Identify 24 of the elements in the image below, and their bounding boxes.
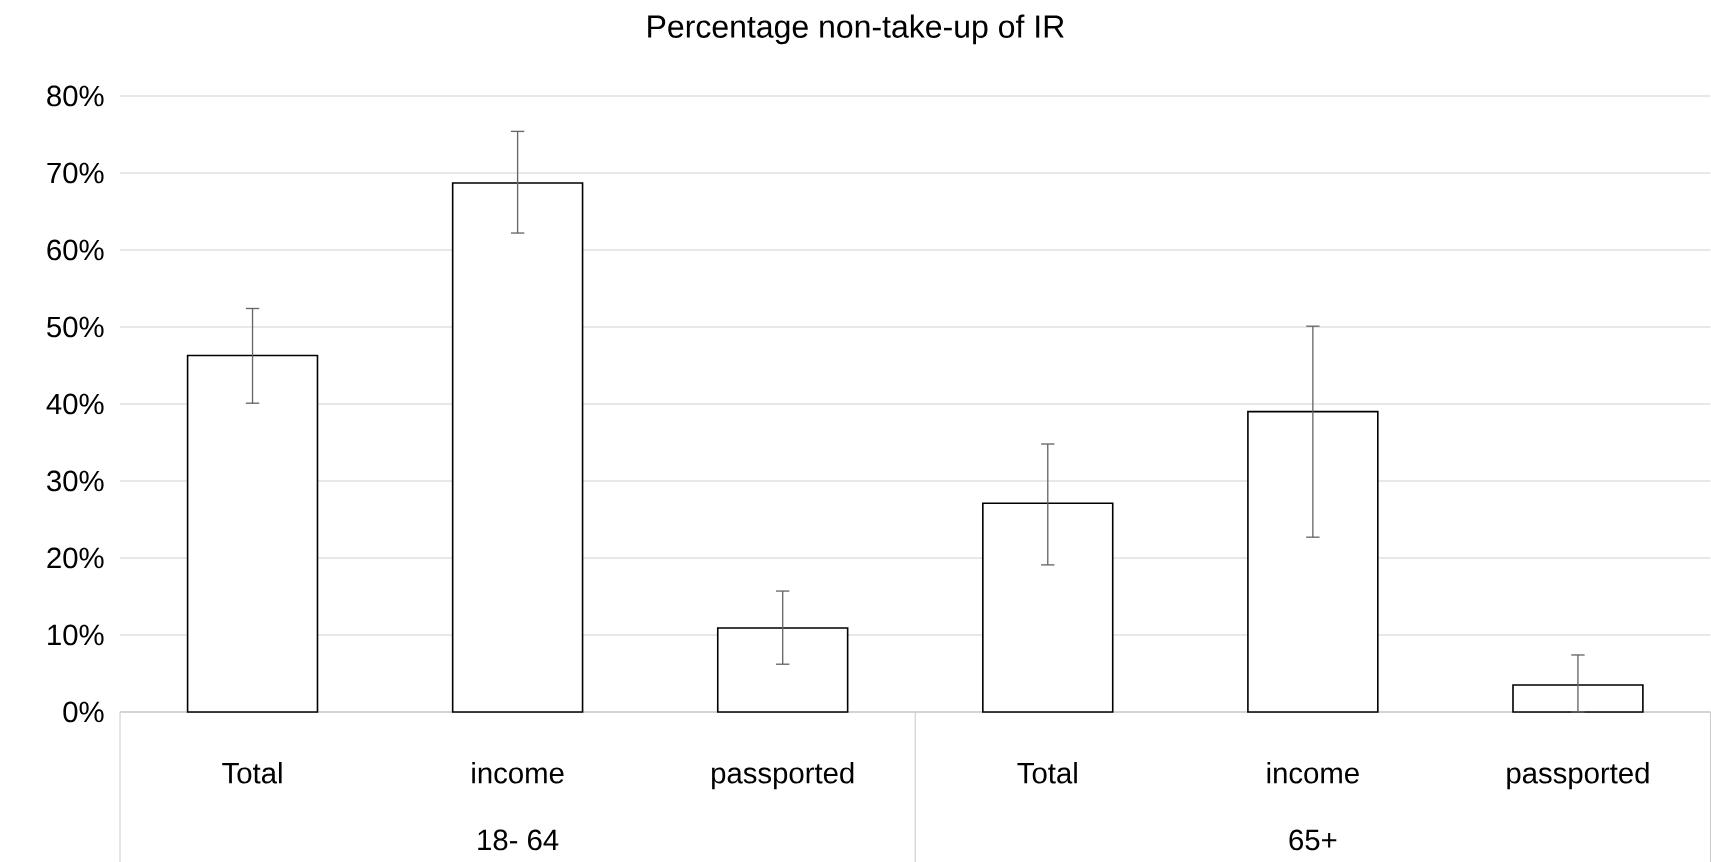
y-tick-label: 50% (47, 316, 104, 338)
y-tick-label: 70% (47, 162, 104, 184)
x-tick-label: passported (1507, 761, 1649, 790)
bar (982, 502, 1114, 713)
bar (716, 626, 849, 713)
x-tick-label: Total (1017, 761, 1077, 784)
y-tick-label: 10% (48, 624, 104, 646)
y-tick-label: 20% (47, 547, 104, 569)
bar (1247, 410, 1379, 713)
y-tick-label: 80% (47, 85, 104, 107)
bar (186, 354, 319, 713)
y-tick-label: 30% (47, 470, 104, 492)
x-tick-label: income (1267, 761, 1359, 784)
text: 18- 64 (478, 829, 559, 851)
y-tick-label: 40% (46, 393, 104, 415)
x-tick-label: Total (222, 761, 282, 784)
x-tick-label: income (472, 761, 564, 784)
text: 65+ (1289, 829, 1337, 851)
y-tick-label: 60% (47, 239, 104, 261)
y-tick-label: 0% (63, 701, 104, 723)
bar (1512, 683, 1644, 713)
bar (451, 181, 584, 713)
x-tick-label: passported (712, 761, 854, 790)
chart-title: Percentage non-take-up of IR (648, 14, 1064, 44)
